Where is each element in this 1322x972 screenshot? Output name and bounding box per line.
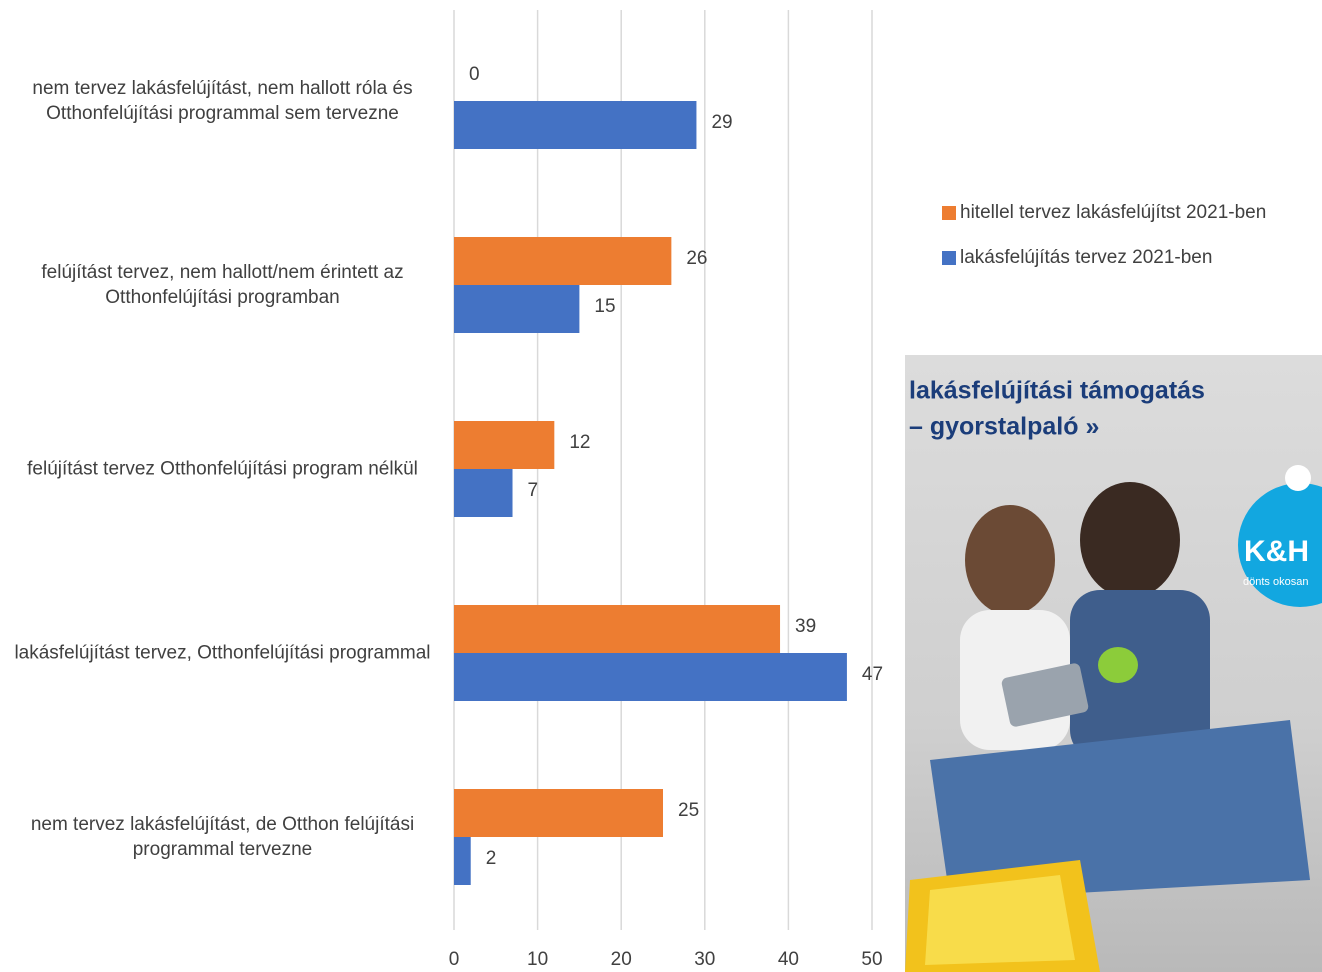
category-label: nem tervez lakásfelújítást, de Otthon fe… — [30, 814, 415, 860]
data-label: 7 — [528, 480, 539, 501]
category-label: felújítást tervez Otthonfelújítási progr… — [27, 458, 418, 480]
data-label: 47 — [862, 664, 883, 685]
bar — [454, 101, 697, 149]
category-label: lakásfelújítást tervez, Otthonfelújítási… — [14, 642, 431, 664]
legend-label: lakásfelújítás tervez 2021-ben — [960, 247, 1212, 268]
ad-image: lakásfelújítási támogatás – gyorstalpaló… — [905, 355, 1322, 972]
legend-label: hitellel tervez lakásfelújítst 2021-ben — [960, 202, 1266, 223]
data-label: 12 — [569, 432, 590, 453]
x-tick-label: 0 — [449, 949, 460, 970]
ad-slogan: dönts okosan — [1243, 576, 1308, 588]
ad-headline: – gyorstalpaló » — [909, 413, 1099, 441]
x-tick-label: 20 — [611, 949, 632, 970]
data-label: 29 — [711, 112, 732, 133]
x-tick-label: 10 — [527, 949, 548, 970]
x-tick-label: 30 — [694, 949, 715, 970]
data-label: 26 — [686, 248, 707, 269]
legend-swatch — [942, 251, 956, 265]
bar — [454, 837, 471, 885]
ad-logo: K&H — [1244, 535, 1309, 568]
bar — [454, 285, 580, 333]
data-label: 0 — [469, 64, 480, 85]
bar — [454, 605, 781, 653]
bar — [454, 789, 663, 837]
data-label: 15 — [594, 296, 615, 317]
bar — [454, 237, 672, 285]
bar — [454, 421, 555, 469]
legend-swatch — [942, 206, 956, 220]
data-label: 39 — [795, 616, 816, 637]
data-label: 2 — [486, 848, 497, 869]
bar — [454, 469, 513, 517]
category-label: nem tervez lakásfelújítást, nem hallott … — [32, 78, 413, 124]
ad-headline: lakásfelújítási támogatás — [909, 377, 1205, 405]
category-label: felújítást tervez, nem hallott/nem érint… — [41, 262, 404, 308]
x-tick-label: 50 — [861, 949, 882, 970]
x-tick-label: 40 — [778, 949, 799, 970]
bar — [454, 653, 847, 701]
data-label: 25 — [678, 800, 699, 821]
